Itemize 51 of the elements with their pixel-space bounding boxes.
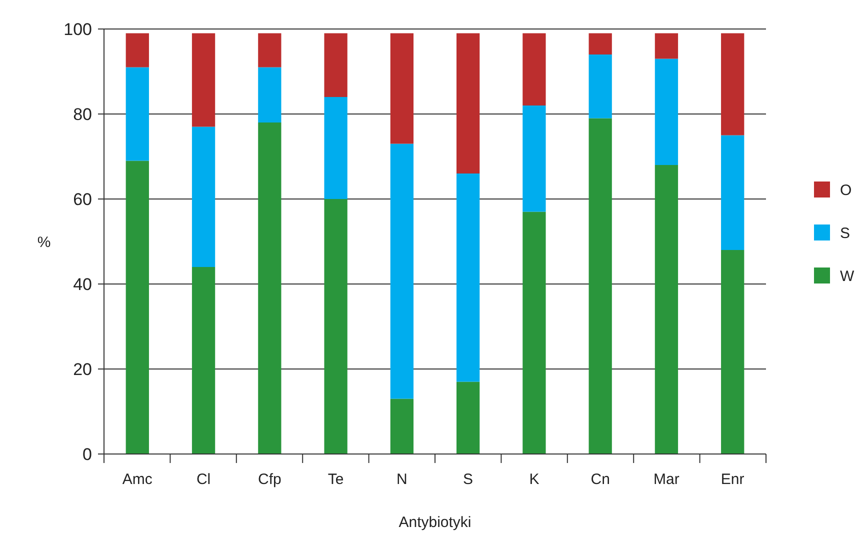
bar	[192, 33, 216, 127]
bar	[324, 33, 348, 97]
y-axis-title: %	[37, 234, 51, 251]
bar	[654, 58, 678, 165]
bar	[258, 67, 282, 122]
bar	[588, 118, 612, 454]
bar	[588, 33, 612, 54]
x-tick-label: Cn	[590, 471, 610, 488]
x-tick-label: Mar	[654, 471, 680, 488]
bar	[258, 33, 282, 68]
bar	[324, 97, 348, 199]
x-tick-label: Enr	[720, 471, 744, 488]
x-tick-label: N	[396, 471, 408, 488]
legend-label: S	[840, 224, 850, 242]
x-tick-label: Cfp	[258, 471, 282, 488]
x-axis-title: Antybiotyki	[398, 514, 472, 531]
y-tick-label: 100	[64, 20, 92, 39]
bar	[654, 33, 678, 59]
bar	[390, 398, 414, 454]
bar	[522, 33, 546, 106]
x-tick-label: Te	[328, 471, 344, 488]
bar	[522, 212, 546, 454]
bar	[456, 33, 480, 174]
y-tick-label: 60	[73, 190, 92, 209]
bar	[654, 165, 678, 454]
bar	[324, 199, 348, 454]
bar	[588, 54, 612, 118]
y-tick-label: 80	[73, 104, 92, 124]
x-tick-label: Amc	[122, 471, 153, 488]
bar	[721, 250, 744, 454]
y-tick-label: 40	[73, 274, 92, 294]
bar	[456, 382, 480, 454]
bar	[258, 122, 282, 454]
y-tick-label: 20	[73, 360, 92, 379]
x-tick-label: K	[529, 471, 540, 488]
bar	[126, 33, 149, 68]
bar	[390, 33, 414, 144]
bar	[456, 174, 480, 382]
bar	[721, 33, 744, 136]
x-tick-label: S	[463, 471, 474, 488]
bar	[192, 267, 216, 454]
bar	[192, 126, 216, 267]
bar	[126, 67, 149, 161]
bar	[522, 106, 546, 212]
bar	[126, 160, 149, 454]
legend-label: O	[840, 182, 852, 199]
legend-label: W	[840, 268, 855, 285]
bar	[390, 144, 414, 399]
x-tick-label: Cl	[196, 471, 211, 488]
bar	[721, 135, 744, 250]
y-tick-label: 0	[82, 444, 92, 464]
